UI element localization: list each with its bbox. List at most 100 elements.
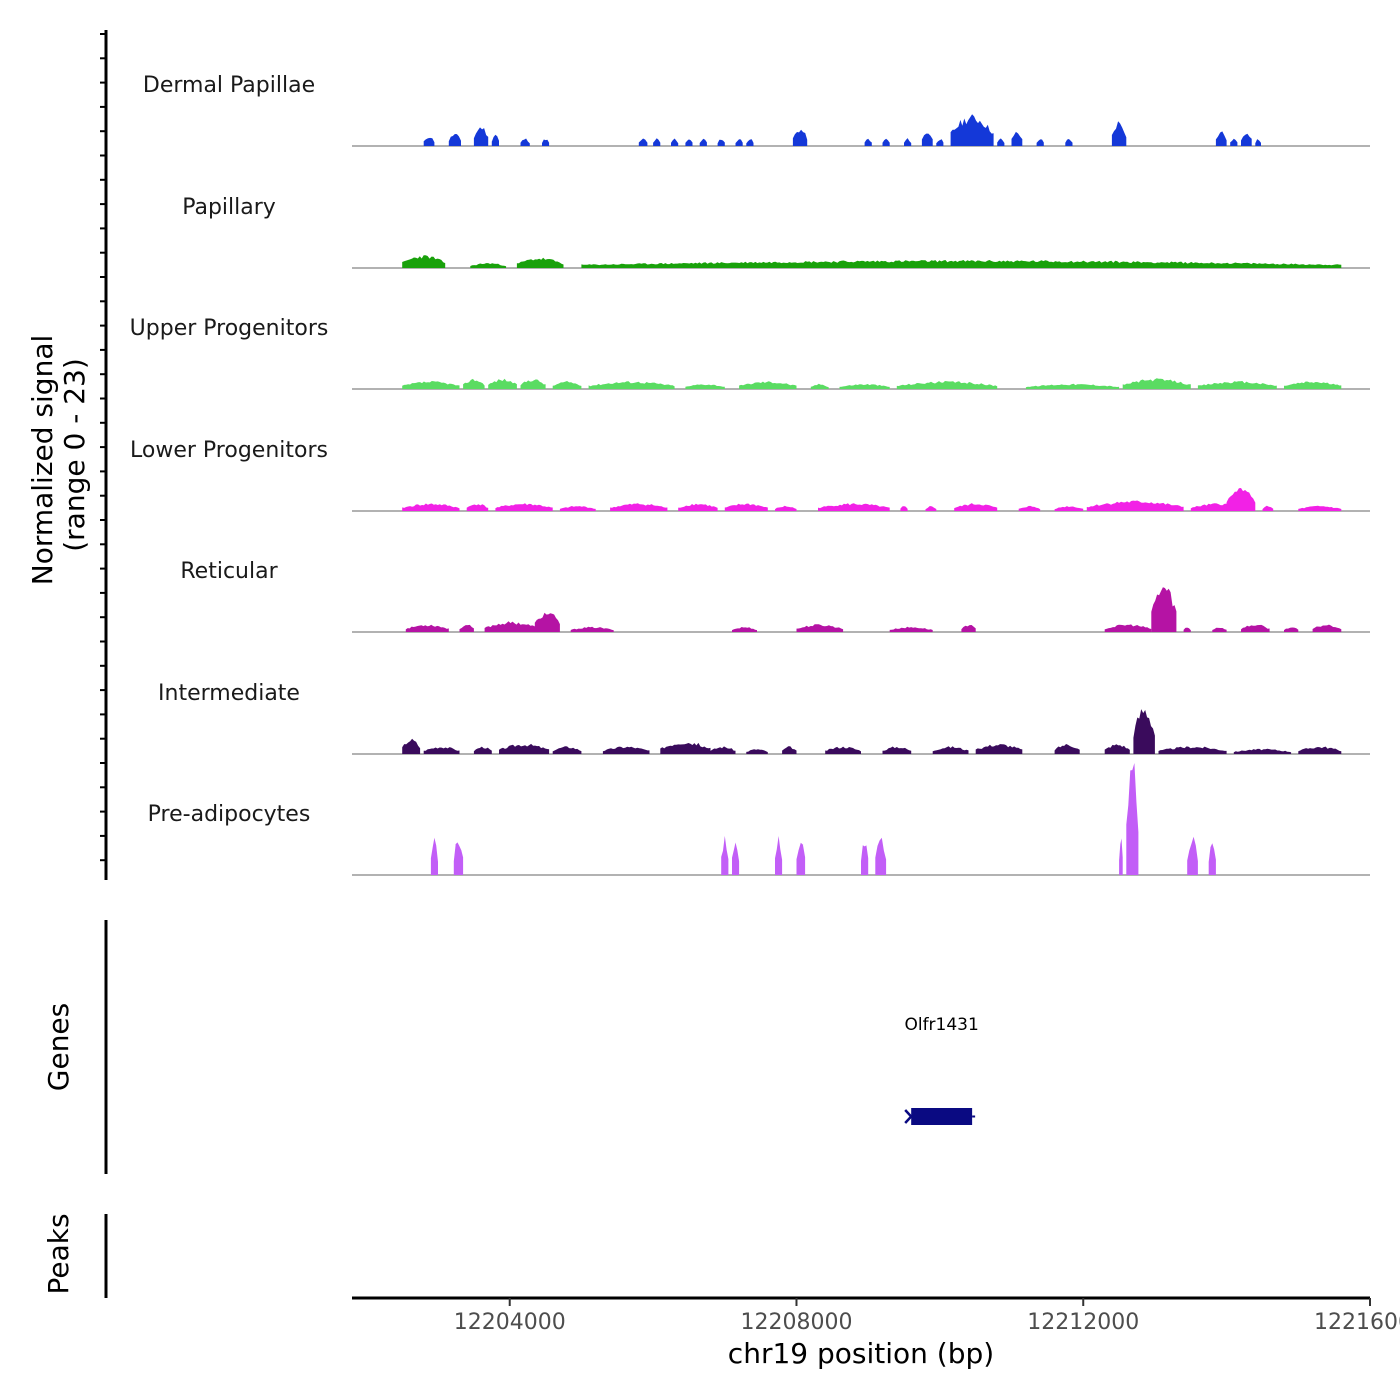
coverage-peak xyxy=(1197,381,1277,389)
coverage-peak xyxy=(925,506,937,511)
coverage-peak xyxy=(423,747,460,754)
coverage-peak xyxy=(1036,139,1044,146)
coverage-peak xyxy=(997,138,1005,146)
coverage-peak xyxy=(488,378,517,389)
coverage-peak xyxy=(581,260,1342,268)
coverage-peak xyxy=(402,255,446,268)
coverage-peak xyxy=(1025,383,1120,389)
coverage-peak xyxy=(724,503,768,511)
peaks-panel-label: Peaks xyxy=(42,1213,75,1294)
coverage-peak xyxy=(732,842,740,875)
coverage-peak xyxy=(653,138,661,146)
coverage-peak xyxy=(685,384,725,389)
coverage-peak xyxy=(552,746,582,754)
coverage-peak xyxy=(1111,121,1127,146)
coverage-peak xyxy=(900,506,908,511)
coverage-peak xyxy=(459,624,474,632)
coverage-peak xyxy=(739,381,797,389)
coverage-peak xyxy=(678,503,718,511)
coverage-peak xyxy=(746,139,754,146)
track-papillary: Papillary xyxy=(182,195,1370,269)
coverage-peak xyxy=(864,138,872,146)
x-tick-label: 12208000 xyxy=(740,1310,852,1335)
coverage-peak xyxy=(430,837,438,875)
coverage-peak xyxy=(552,381,582,389)
coverage-peak xyxy=(1065,139,1073,146)
coverage-peak xyxy=(516,257,564,268)
x-axis-title: chr19 position (bp) xyxy=(728,1337,994,1370)
coverage-peak xyxy=(1255,139,1261,146)
coverage-peak xyxy=(423,137,435,146)
coverage-peak xyxy=(520,379,546,389)
coverage-peak xyxy=(775,836,783,875)
coverage-peak xyxy=(882,138,890,146)
coverage-peak xyxy=(1086,500,1184,511)
coverage-peak xyxy=(1158,746,1227,754)
coverage-peak xyxy=(721,835,729,875)
coverage-peak xyxy=(463,378,485,389)
coverage-peak xyxy=(936,139,944,146)
coverage-peak xyxy=(889,626,933,632)
track-dermal-papillae: Dermal Papillae xyxy=(143,73,1370,147)
coverage-peak xyxy=(520,138,530,146)
coverage-peak xyxy=(473,746,492,754)
coverage-peak xyxy=(1104,744,1130,754)
coverage-peak xyxy=(1241,133,1252,146)
coverage-peak xyxy=(732,627,757,632)
coverage-peak xyxy=(1133,709,1155,754)
track-reticular: Reticular xyxy=(180,559,1370,633)
coverage-peak xyxy=(1208,843,1216,875)
track-label: Pre-adipocytes xyxy=(148,802,311,827)
gene-strand-arrow xyxy=(904,1109,913,1124)
coverage-peak xyxy=(825,746,861,754)
coverage-peak xyxy=(570,626,614,632)
coverage-tracks: Dermal Papillae Papillary Upper Progenitor… xyxy=(130,73,1370,876)
coverage-peak xyxy=(1233,748,1292,754)
coverage-peak xyxy=(746,749,768,754)
coverage-peak xyxy=(932,746,969,754)
coverage-peak xyxy=(839,384,890,389)
coverage-peak xyxy=(710,746,736,754)
genes-panel-label: Genes xyxy=(42,1003,75,1091)
x-axis-ticks: 12204000 12208000 12212000 12216000 xyxy=(454,1298,1400,1335)
track-upper-progenitors: Upper Progenitors xyxy=(130,316,1370,390)
coverage-peak xyxy=(660,742,711,754)
coverage-peak xyxy=(588,381,675,389)
track-label: Papillary xyxy=(182,195,276,220)
y-axis-title-line1: Normalized signal xyxy=(26,335,59,586)
coverage-peak xyxy=(610,503,668,511)
coverage-peak xyxy=(699,138,707,146)
coverage-peak xyxy=(796,842,806,875)
coverage-peak xyxy=(1187,836,1198,875)
coverage-peak xyxy=(1151,587,1177,632)
coverage-peak xyxy=(685,139,693,146)
coverage-peak xyxy=(671,138,679,146)
coverage-peak xyxy=(1119,838,1123,875)
track-label: Reticular xyxy=(180,559,278,584)
coverage-peak xyxy=(1122,378,1191,389)
coverage-peak xyxy=(559,506,596,511)
coverage-peak xyxy=(1298,746,1342,754)
coverage-peak xyxy=(1212,627,1227,632)
coverage-peak xyxy=(818,503,890,511)
track-intermediate: Intermediate xyxy=(158,681,1370,755)
coverage-peak xyxy=(1054,506,1084,511)
track-label: Lower Progenitors xyxy=(130,438,328,463)
gene-annotations: Olfr1431 xyxy=(904,1015,979,1125)
y-axis-title-line2: (range 0 - 23) xyxy=(58,358,91,552)
track-label: Intermediate xyxy=(158,681,300,706)
coverage-peak xyxy=(534,612,560,632)
coverage-peak xyxy=(542,139,550,146)
coverage-peak xyxy=(491,134,499,146)
coverage-peak xyxy=(470,263,507,268)
coverage-peak xyxy=(402,381,460,389)
coverage-peak xyxy=(954,503,998,511)
x-tick-label: 12216000 xyxy=(1314,1310,1400,1335)
coverage-peak xyxy=(1230,138,1238,146)
coverage-peak xyxy=(796,624,844,632)
coverage-peak xyxy=(1312,624,1342,632)
coverage-peak xyxy=(904,138,912,146)
coverage-peak xyxy=(1284,627,1299,632)
coverage-peak xyxy=(775,505,797,511)
coverage-peak xyxy=(792,129,808,146)
